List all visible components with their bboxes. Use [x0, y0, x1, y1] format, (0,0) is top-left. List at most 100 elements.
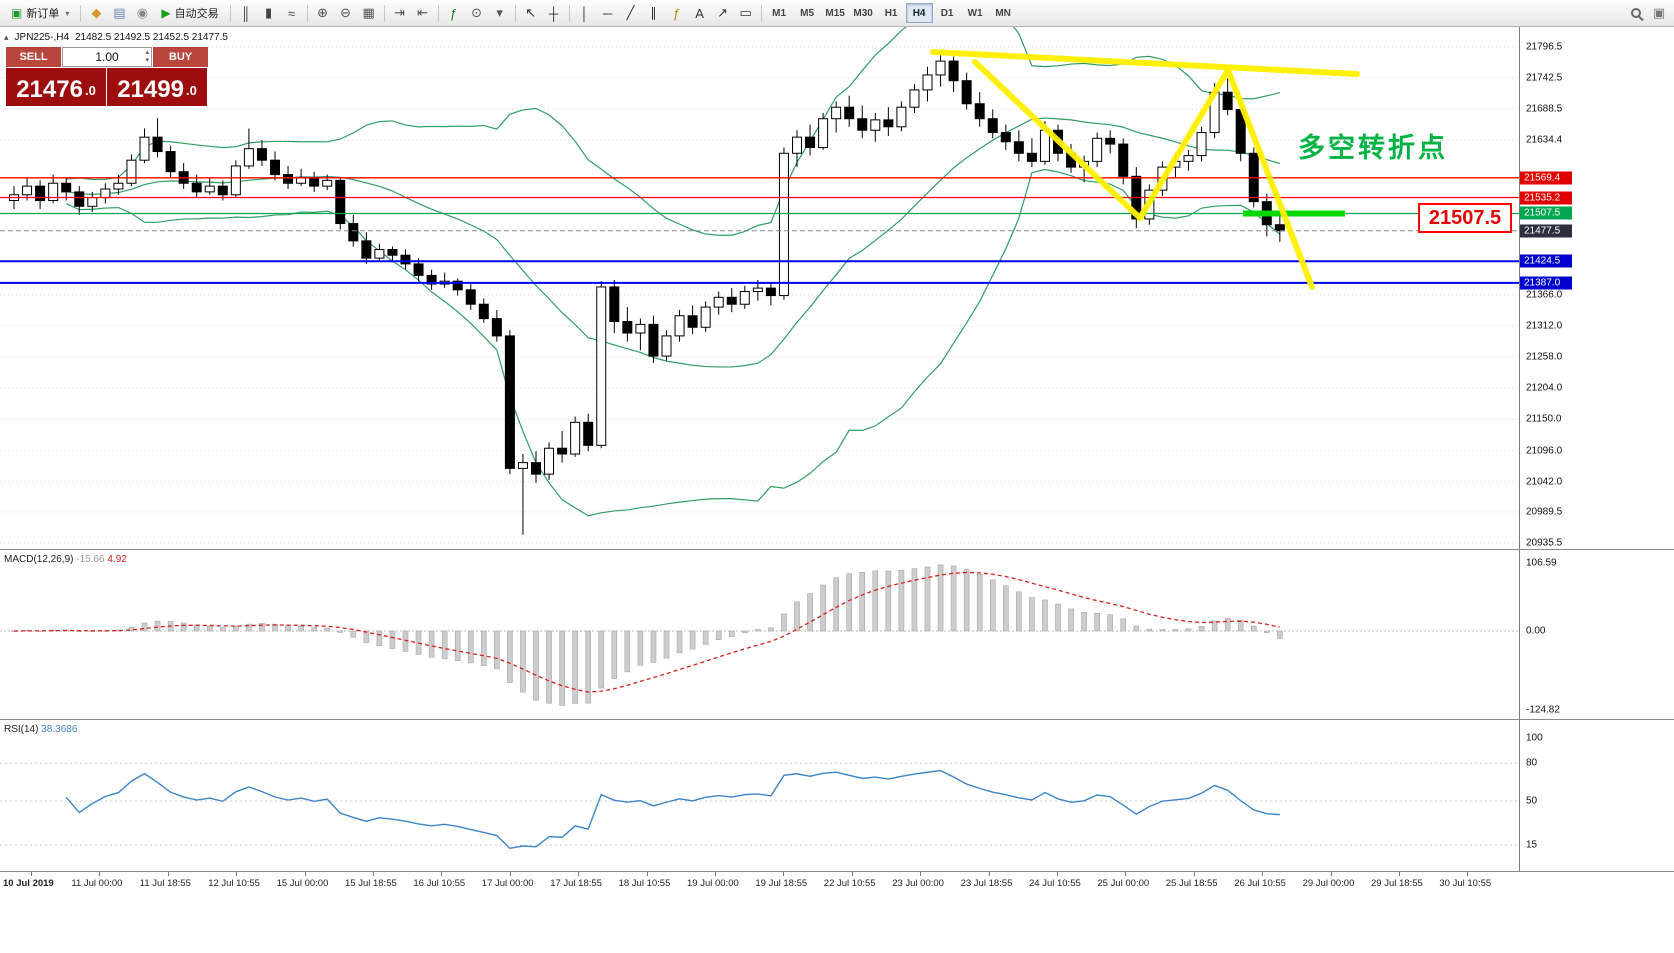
- line-chart-icon[interactable]: ≈: [288, 5, 296, 21]
- crosshair-icon[interactable]: ┼: [548, 5, 559, 21]
- rsi-canvas[interactable]: [0, 720, 1519, 872]
- time-axis-label: 15 Jul 00:00: [276, 878, 329, 889]
- rsi-panel[interactable]: 100 80 50 15 RSI(14) 38.3686: [0, 719, 1674, 871]
- sell-button[interactable]: SELL: [6, 47, 61, 67]
- timeframe-m1-button[interactable]: M1: [772, 7, 787, 19]
- volume-value: 1.00: [95, 50, 119, 64]
- price-axis-label: 21096.0: [1526, 445, 1563, 457]
- buy-price-frac: .0: [185, 83, 197, 98]
- periods-icon[interactable]: ⊙: [471, 5, 483, 20]
- spinner-up-icon[interactable]: ▴: [145, 49, 149, 56]
- time-axis-tick: [715, 872, 716, 876]
- timeframe-w1-button[interactable]: W1: [967, 7, 983, 19]
- tile-windows-icon[interactable]: ▦: [362, 5, 375, 20]
- annotation-text: 多空转折点: [1298, 132, 1448, 163]
- buy-price-box[interactable]: 21499 .0: [107, 68, 207, 106]
- price-axis-label: 21796.5: [1526, 41, 1563, 53]
- timeframe-m5-button[interactable]: M5: [800, 7, 815, 19]
- fibonacci-icon[interactable]: ƒ: [672, 5, 681, 21]
- equidistant-channel-icon[interactable]: ∥: [650, 5, 657, 20]
- time-axis-tick: [851, 872, 853, 876]
- spinner-down-icon[interactable]: ▾: [145, 57, 149, 64]
- templates-icon[interactable]: ▾: [496, 5, 503, 20]
- bar-chart-icon[interactable]: ║: [240, 5, 251, 21]
- rsi-axis[interactable]: 100 80 50 15: [1519, 720, 1674, 871]
- toolbar-separator: [514, 4, 516, 22]
- autotrading-button[interactable]: ▶ 自动交易: [161, 6, 219, 20]
- ohlc-values: 21482.5 21492.5 21452.5 21477.5: [75, 32, 228, 43]
- timeframe-d1-button[interactable]: D1: [940, 7, 954, 19]
- volume-input[interactable]: 1.00 ▴ ▾: [62, 47, 152, 67]
- time-axis-label: 12 Jul 10:55: [208, 878, 260, 889]
- chart-shift-icon[interactable]: ⇤: [417, 5, 429, 20]
- symbol-timeframe-label: JPN225-,H4: [14, 32, 69, 43]
- cursor-icon[interactable]: ↖: [525, 5, 537, 20]
- toolbar-separator: [383, 4, 385, 22]
- price-axis-label: 21688.5: [1526, 103, 1563, 115]
- new-chart-icon[interactable]: ◆: [91, 5, 102, 20]
- shapes-icon[interactable]: ▭: [739, 5, 752, 20]
- time-axis-tick: [236, 872, 238, 876]
- zoom-in-icon[interactable]: ⊕: [317, 5, 329, 20]
- profiles-icon[interactable]: ▤: [113, 5, 126, 20]
- macd-signal-value: 4.92: [107, 554, 127, 565]
- text-label-icon[interactable]: A: [695, 5, 704, 21]
- time-axis-label: 26 Jul 10:55: [1234, 878, 1286, 889]
- rsi-axis-label: 15: [1526, 839, 1538, 851]
- sell-price-box[interactable]: 21476 .0: [6, 68, 106, 106]
- time-axis[interactable]: 10 Jul 2019 11 Jul 00:00 11 Jul 18:55 12 Ju…: [0, 871, 1674, 897]
- price-axis[interactable]: 21796.5 21742.5 21688.5 21634.4 21366.0 21312…: [1519, 27, 1674, 549]
- caret-down-icon: ▾: [65, 8, 70, 18]
- auto-scroll-icon[interactable]: ⇥: [394, 5, 406, 20]
- toolbar: ▣ 新订单 ▾ ◆ ▤ ◉ ▶ 自动交易 ║ ▮ ≈ ⊕ ⊖ ▦ ⇥ ⇤ ƒ ⊙ ▾ ↖ ┼ │ ─ ╱ ∥ ƒ A ↗ ▭ M1 M5 M1…: [0, 0, 1674, 27]
- price-level-tag: 21535.2: [1520, 191, 1572, 205]
- price-chart-panel[interactable]: 多空转折点 21796.5 21742.5 21688.5 21634.4 21366.…: [0, 27, 1674, 549]
- time-axis-label: 17 Jul 00:00: [481, 878, 534, 889]
- timeframe-m15-button[interactable]: M15: [825, 7, 845, 19]
- time-axis-label: 16 Jul 10:55: [413, 878, 466, 889]
- toolbar-separator: [568, 4, 570, 22]
- arrows-icon[interactable]: ↗: [717, 5, 729, 20]
- time-axis-label: 29 Jul 18:55: [1371, 878, 1423, 889]
- window-list-icon[interactable]: ▣: [1652, 5, 1666, 20]
- price-axis-label: 21366.0: [1526, 289, 1563, 301]
- rsi-axis-label: 50: [1526, 795, 1538, 807]
- time-axis-tick: [1057, 872, 1058, 876]
- time-axis-tick: [988, 872, 990, 876]
- time-axis-label: 10 Jul 2019: [3, 878, 54, 889]
- price-level-tag: 21507.5: [1520, 206, 1572, 220]
- timeframe-h1-button[interactable]: H1: [884, 7, 898, 19]
- toolbar-separator: [229, 4, 231, 22]
- search-icon[interactable]: [1625, 3, 1647, 24]
- time-axis-tick: [1467, 872, 1469, 876]
- new-order-button[interactable]: ▣ 新订单 ▾: [11, 6, 70, 20]
- price-axis-label: 20989.5: [1526, 506, 1563, 518]
- horizontal-line-icon[interactable]: ─: [602, 5, 613, 21]
- macd-label: MACD(12,26,9) -15.66 4.92: [4, 554, 127, 565]
- zoom-out-icon[interactable]: ⊖: [340, 5, 352, 20]
- timeframe-h4-button[interactable]: H4: [905, 3, 933, 23]
- macd-axis[interactable]: 106.59 0.00 -124.82: [1519, 550, 1674, 719]
- chart-canvas[interactable]: 多空转折点: [0, 27, 1519, 549]
- volume-spinner[interactable]: ▴ ▾: [145, 49, 149, 65]
- time-axis-label: 23 Jul 18:55: [960, 878, 1013, 889]
- price-callout: 21507.5: [1418, 203, 1512, 233]
- macd-panel[interactable]: 106.59 0.00 -124.82 MACD(12,26,9) -15.66 4…: [0, 549, 1674, 719]
- macd-canvas[interactable]: [0, 550, 1519, 720]
- timeframe-mn-button[interactable]: MN: [995, 7, 1011, 19]
- new-order-icon: ▣: [11, 6, 23, 20]
- vertical-line-icon[interactable]: │: [580, 5, 589, 21]
- trendline-icon[interactable]: ╱: [626, 5, 635, 20]
- oneclick-toggle-icon[interactable]: ▴: [4, 32, 9, 42]
- toolbar-separator: [760, 4, 762, 22]
- timeframe-m30-button[interactable]: M30: [853, 7, 873, 19]
- indicators-icon[interactable]: ƒ: [449, 5, 458, 21]
- data-window-icon[interactable]: ◉: [136, 5, 149, 20]
- candlestick-chart-icon[interactable]: ▮: [265, 5, 273, 20]
- autotrading-icon: ▶: [161, 6, 171, 20]
- price-level-tag: 21387.0: [1520, 276, 1572, 290]
- buy-button[interactable]: BUY: [153, 47, 208, 67]
- price-axis-label: 20935.5: [1526, 537, 1563, 549]
- price-axis-label: 21742.5: [1526, 72, 1563, 84]
